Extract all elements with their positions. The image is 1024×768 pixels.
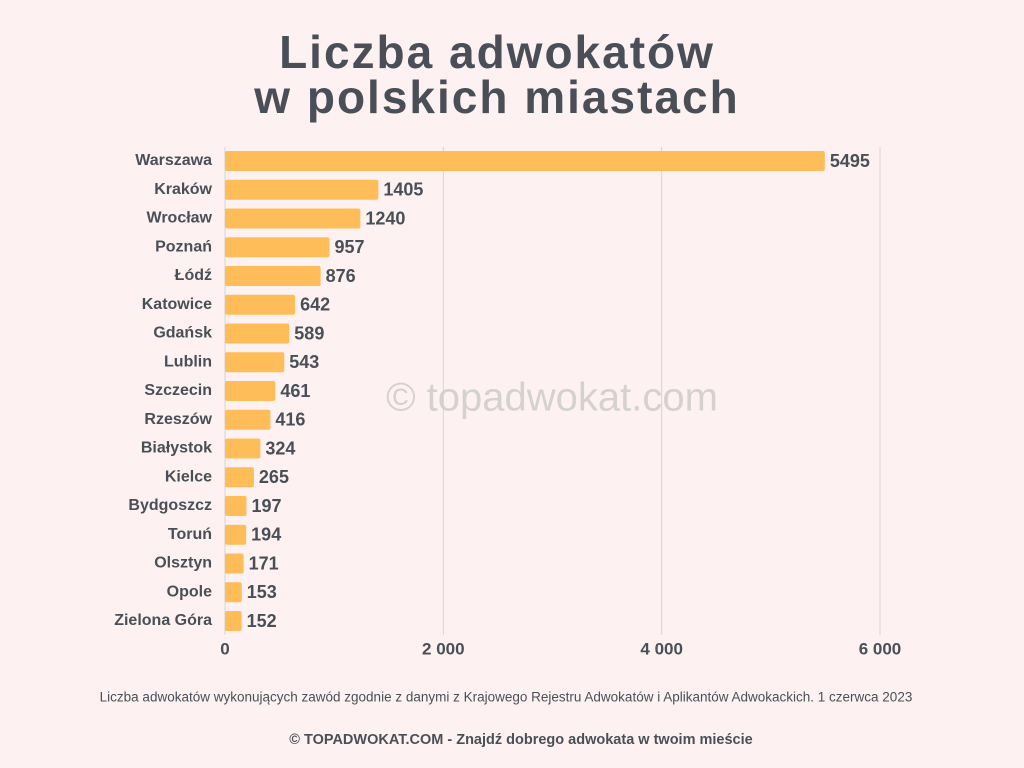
y-tick-label: Warszawa — [135, 152, 212, 169]
value-label: 5495 — [830, 151, 870, 171]
y-tick-label: Opole — [167, 583, 212, 600]
y-tick-label: Szczecin — [144, 382, 212, 399]
value-label: 1405 — [383, 180, 423, 200]
bar — [225, 381, 276, 401]
bar — [225, 496, 247, 516]
value-label: 543 — [289, 352, 319, 372]
bar — [225, 294, 296, 315]
bar — [225, 323, 290, 344]
bar — [225, 524, 247, 545]
y-tick-label: Kraków — [154, 181, 212, 198]
bar — [225, 611, 242, 631]
x-tick-label: 0 — [220, 639, 229, 658]
y-tick-label: Łódź — [175, 267, 212, 284]
bar — [225, 438, 261, 459]
bar — [225, 237, 330, 258]
value-label: 197 — [252, 496, 282, 516]
bar — [225, 352, 285, 373]
value-label: 642 — [300, 295, 330, 315]
y-tick-label: Gdańsk — [153, 325, 212, 342]
value-label: 324 — [265, 438, 295, 458]
y-tick-label: Zielona Góra — [114, 612, 212, 629]
value-label: 1240 — [365, 208, 405, 228]
bar — [225, 553, 244, 574]
value-label: 461 — [280, 381, 310, 401]
bar — [225, 179, 379, 200]
chart-title: Liczba adwokatów — [279, 26, 715, 78]
bar — [225, 582, 242, 603]
value-label: 152 — [247, 611, 277, 631]
y-tick-label: Poznań — [155, 238, 212, 255]
y-tick-label: Toruń — [168, 526, 212, 543]
bar — [225, 467, 254, 488]
y-tick-label: Białystok — [141, 440, 212, 457]
x-tick-label: 6 000 — [859, 639, 902, 658]
bar — [225, 151, 825, 171]
watermark: © topadwokat.com — [386, 376, 718, 420]
bar — [225, 208, 361, 229]
bar — [225, 409, 271, 430]
value-label: 194 — [251, 525, 281, 545]
y-tick-label: Kielce — [165, 468, 212, 485]
credit: © TOPADWOKAT.COM - Znajdź dobrego adwoka… — [289, 732, 752, 748]
y-tick-label: Katowice — [142, 296, 212, 313]
value-label: 171 — [249, 553, 279, 573]
value-label: 957 — [334, 237, 364, 257]
y-tick-label: Rzeszów — [144, 411, 212, 428]
value-label: 416 — [275, 410, 305, 430]
bars: Warszawa 5495 Kraków 1405 Wrocław 1240 Poznań 9… — [114, 151, 870, 631]
value-label: 589 — [294, 323, 324, 343]
x-tick-label: 2 000 — [422, 639, 465, 658]
y-tick-label: Wrocław — [147, 210, 213, 227]
chart-title: w polskich miastach — [253, 71, 739, 123]
grid: 0 2 000 4 000 6 000 — [220, 147, 901, 658]
y-tick-label: Olsztyn — [154, 555, 212, 572]
y-tick-label: Lublin — [164, 353, 212, 370]
value-label: 153 — [247, 582, 277, 602]
value-label: 265 — [259, 467, 289, 487]
value-label: 876 — [326, 266, 356, 286]
x-tick-label: 4 000 — [640, 639, 683, 658]
footnote: Liczba adwokatów wykonujących zawód zgod… — [100, 690, 913, 705]
y-tick-label: Bydgoszcz — [128, 497, 212, 514]
bar — [225, 266, 321, 286]
